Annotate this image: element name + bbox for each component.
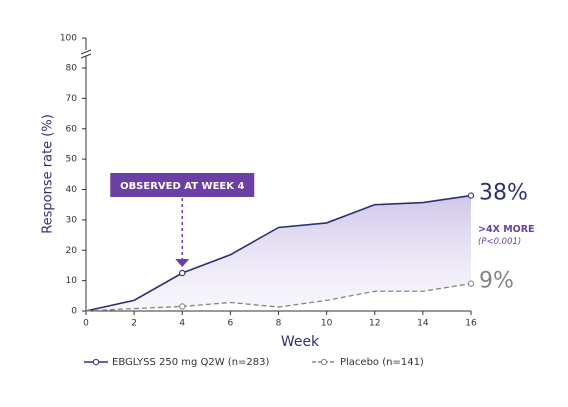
x-tick-label: 10 [321, 319, 333, 329]
y-tick-label: 60 [66, 124, 78, 134]
callout-arrowhead [175, 259, 190, 268]
axis-break-mark [80, 53, 92, 59]
x-axis-label: Week [281, 334, 320, 350]
y-tick-label: 20 [66, 246, 78, 256]
difference-label: >4X MORE [478, 224, 535, 235]
y-tick-label: 0 [71, 307, 77, 317]
x-tick-label: 12 [369, 319, 380, 329]
callout-text: OBSERVED AT WEEK 4 [120, 181, 244, 192]
legend-label: EBGLYSS 250 mg Q2W (n=283) [112, 357, 270, 368]
end-value-label: 9% [479, 269, 514, 294]
y-tick-label: 10 [66, 276, 78, 286]
series-line [85, 283, 472, 312]
y-tick-label: 70 [66, 94, 78, 104]
y-tick-label: 80 [66, 64, 78, 74]
x-tick-label: 16 [465, 319, 477, 329]
y-tick-label: 30 [66, 215, 78, 225]
x-tick-label: 14 [417, 319, 429, 329]
x-tick-label: 0 [83, 319, 89, 329]
axis-break-gap [81, 50, 91, 56]
y-axis-label: Response rate (%) [41, 114, 56, 234]
point-marker [467, 280, 475, 287]
axis-break-mark [80, 49, 92, 55]
point-marker [467, 192, 475, 199]
point-marker [179, 269, 186, 277]
x-tick-label: 4 [179, 319, 185, 329]
callout-box [110, 173, 255, 197]
legend-label: Placebo (n=141) [340, 357, 424, 368]
end-value-label: 38% [479, 181, 528, 206]
series-line [85, 194, 472, 312]
y-tick-label: 40 [66, 185, 78, 195]
gap-shading [86, 195, 471, 311]
point-marker [179, 303, 186, 310]
legend-marker [320, 358, 328, 366]
legend-marker [92, 358, 100, 366]
x-tick-label: 2 [131, 319, 137, 329]
x-tick-label: 8 [276, 319, 282, 329]
x-tick-label: 6 [228, 319, 234, 329]
y-tick-label: 50 [66, 155, 78, 165]
p-value-label: (P<0.001) [478, 237, 521, 247]
y-tick-label: 100 [60, 34, 77, 44]
